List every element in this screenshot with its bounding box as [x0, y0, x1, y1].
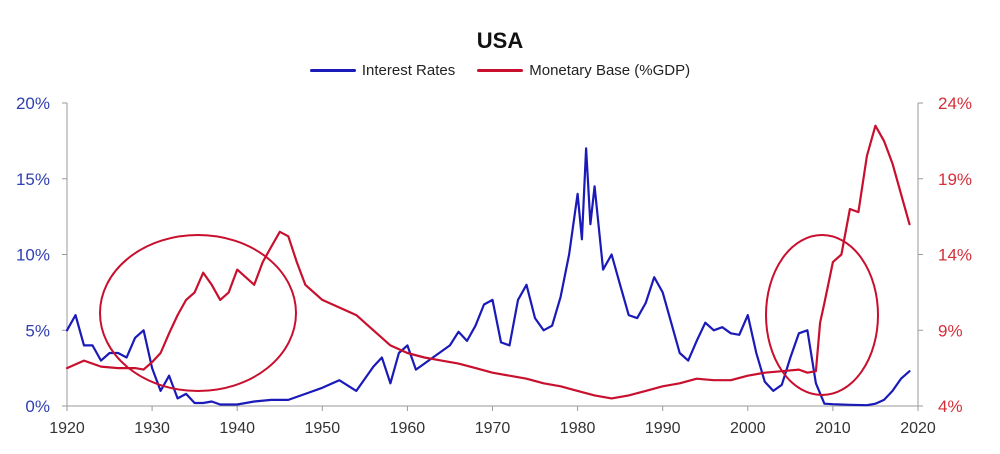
right-tick-label: 14%	[938, 246, 972, 265]
right-tick-label: 9%	[938, 321, 963, 340]
left-tick-label: 15%	[16, 170, 50, 189]
x-tick-label: 1920	[49, 420, 85, 437]
series-layer	[65, 124, 911, 407]
right-tick-label: 4%	[938, 397, 963, 416]
legend-item-interest-rates: Interest Rates	[309, 62, 456, 79]
x-tick-label: 1950	[305, 420, 341, 437]
right-tick-label: 19%	[938, 170, 972, 189]
x-tick-label: 2020	[900, 420, 936, 437]
right-tick-label: 24%	[938, 94, 972, 113]
annotations	[99, 234, 879, 396]
left-tick-label: 0%	[25, 397, 50, 416]
x-tick-label: 1960	[390, 420, 426, 437]
right-y-axis: 4% 9% 14% 19% 24%	[918, 94, 972, 416]
x-tick-label: 2000	[730, 420, 766, 437]
left-tick-label: 20%	[16, 94, 50, 113]
x-tick-label: 1930	[134, 420, 170, 437]
left-tick-label: 5%	[25, 321, 50, 340]
series-line-interest-rates	[65, 147, 911, 407]
legend-item-monetary-base: Monetary Base (%GDP)	[477, 62, 690, 79]
left-tick-label: 10%	[16, 246, 50, 265]
x-tick-label: 2010	[815, 420, 851, 437]
x-axis: 1920 1930 1940 1950 1960 1970 1980 1990 2000 2010…	[49, 406, 936, 437]
x-tick-label: 1990	[645, 420, 681, 437]
legend-label-monetary-base: Monetary Base (%GDP)	[529, 62, 691, 79]
x-tick-label: 1980	[560, 420, 596, 437]
legend-label-interest-rates: Interest Rates	[361, 62, 456, 79]
series-line-monetary-base	[65, 124, 911, 400]
chart-title: USA	[476, 28, 524, 53]
legend: Interest Rates Monetary Base (%GDP)	[0, 62, 1000, 79]
legend-swatch-interest-rates	[309, 69, 356, 72]
x-tick-label: 1970	[475, 420, 511, 437]
left-y-axis: 0% 5% 10% 15% 20%	[16, 94, 67, 416]
x-tick-label: 1940	[219, 420, 255, 437]
legend-swatch-monetary-base	[477, 69, 524, 72]
highlight-ellipse-2008	[765, 234, 879, 396]
highlight-ellipse-1930s	[99, 234, 297, 392]
